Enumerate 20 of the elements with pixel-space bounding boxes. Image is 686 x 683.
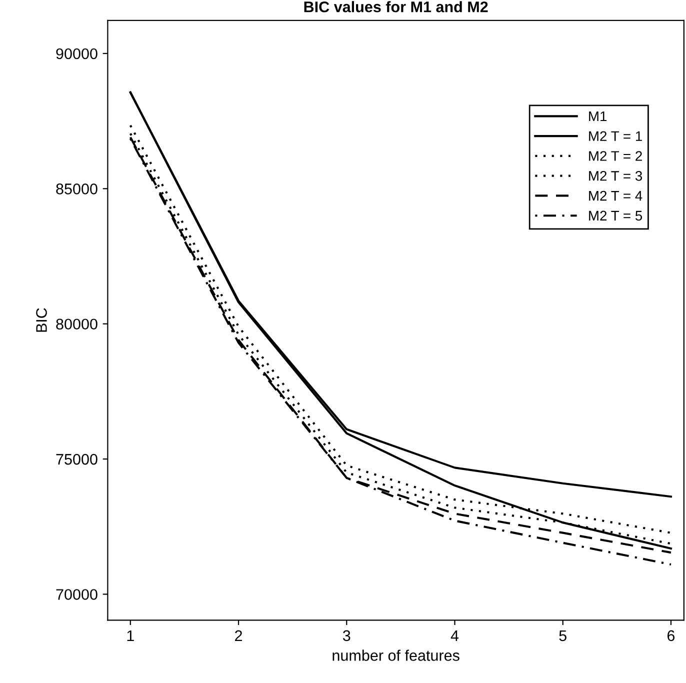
y-tick-label: 80000 xyxy=(56,318,98,330)
legend-label: M1 xyxy=(589,111,607,122)
legend-label: M2 T = 1 xyxy=(589,131,642,141)
chart-title: BIC values for M1 and M2 xyxy=(304,1,488,12)
x-axis-title: number of features xyxy=(332,650,460,661)
x-tick-label: 6 xyxy=(667,630,675,642)
legend-label: M2 T = 3 xyxy=(589,170,642,181)
y-tick-label: 90000 xyxy=(56,48,98,60)
x-tick-label: 4 xyxy=(450,630,459,641)
legend-label: M2 T = 4 xyxy=(589,190,642,201)
y-tick-label: 85000 xyxy=(56,184,98,194)
x-tick-label: 1 xyxy=(127,630,134,641)
x-tick-label: 2 xyxy=(235,630,242,641)
y-tick-label: 75000 xyxy=(56,454,98,465)
x-tick-label: 3 xyxy=(342,630,350,642)
legend-label: M2 T = 2 xyxy=(589,151,642,161)
x-tick-label: 5 xyxy=(559,630,566,642)
y-axis-title: BIC xyxy=(36,308,47,332)
y-tick-label: 70000 xyxy=(56,589,98,600)
legend-label: M2 T = 5 xyxy=(589,210,642,221)
